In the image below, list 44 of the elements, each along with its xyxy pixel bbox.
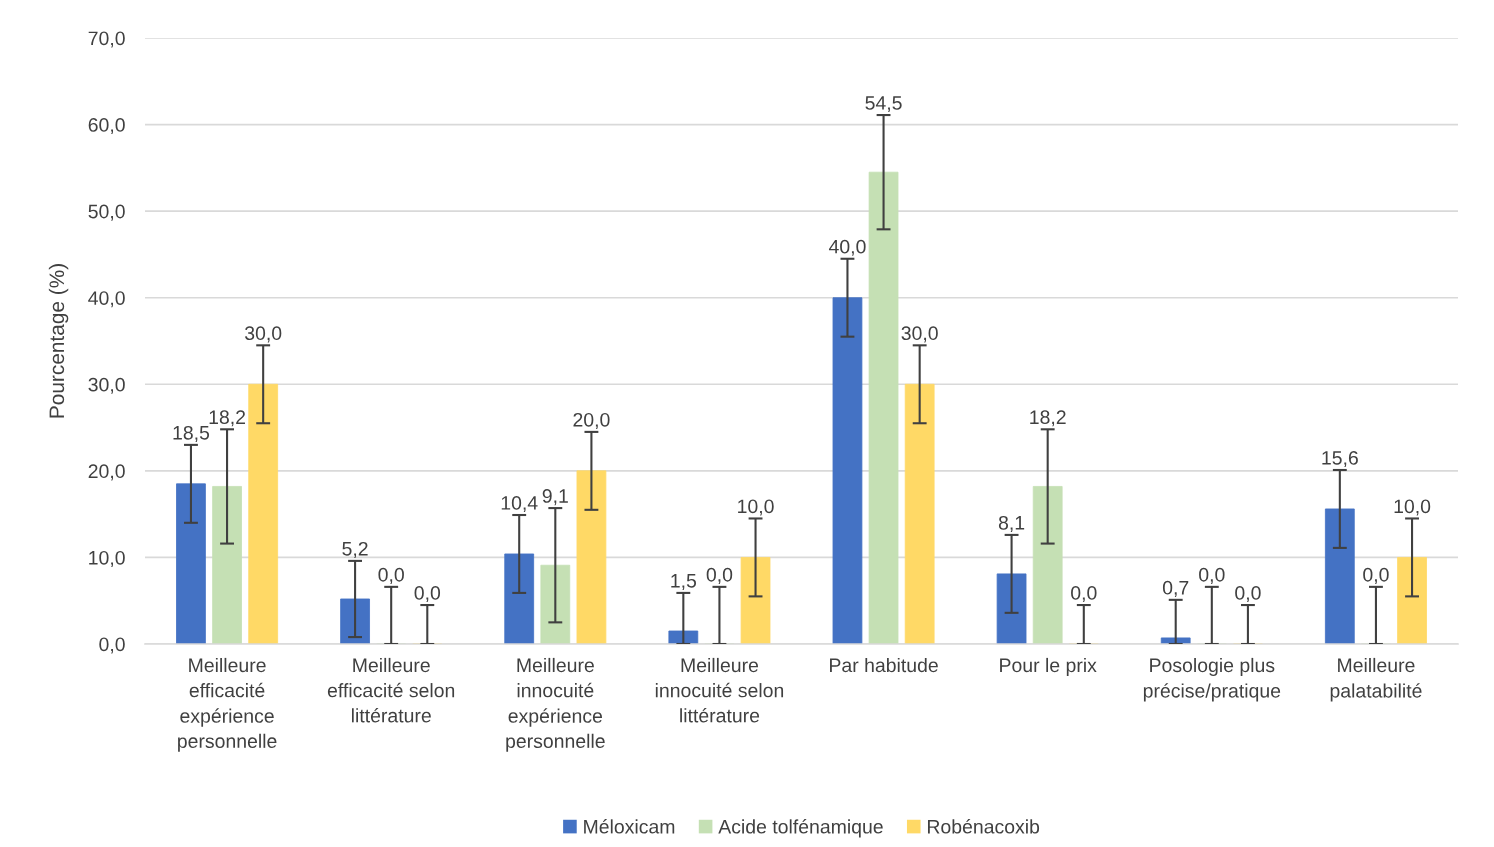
data-label: 10,0 bbox=[1394, 499, 1431, 516]
data-label: 54,5 bbox=[865, 96, 902, 113]
data-label: 15,6 bbox=[1322, 450, 1358, 468]
x-tick-label: Meilleure efficacité expérience personnelle bbox=[178, 657, 277, 752]
data-label: 20,0 bbox=[573, 412, 610, 429]
data-label: 0,0 bbox=[414, 586, 441, 603]
y-tick-label: 10,0 bbox=[89, 550, 125, 567]
data-label: 9,1 bbox=[542, 489, 568, 506]
x-tick-label: Pour le prix bbox=[1000, 657, 1097, 677]
data-label: 0,0 bbox=[1071, 586, 1097, 603]
data-label: 0,0 bbox=[1235, 586, 1261, 603]
data-label: 30,0 bbox=[901, 326, 938, 343]
data-label: 8,1 bbox=[998, 515, 1025, 532]
legend-label: Acide tolfénamique bbox=[718, 819, 883, 838]
data-label: 0,0 bbox=[706, 567, 733, 584]
data-label: 1,5 bbox=[671, 574, 697, 590]
y-tick-label: 50,0 bbox=[88, 204, 125, 221]
y-tick-label: 60,0 bbox=[88, 118, 125, 135]
x-tick-label: Meilleure innocuité expérience personnelle bbox=[506, 657, 605, 752]
data-label: 40,0 bbox=[828, 239, 866, 256]
x-tick-label: Meilleure innocuité selon littérature bbox=[655, 657, 784, 723]
data-label: 10,0 bbox=[738, 499, 774, 516]
data-label: 30,0 bbox=[244, 326, 282, 343]
x-tick-label: Posologie plus précise/pratique bbox=[1143, 657, 1281, 702]
data-label: 0,7 bbox=[1162, 580, 1189, 597]
data-label: 18,5 bbox=[173, 425, 210, 442]
data-label: 18,2 bbox=[209, 410, 246, 427]
x-tick-label: Meilleure efficacité selon littérature bbox=[327, 657, 455, 723]
data-label: 0,0 bbox=[1363, 567, 1389, 584]
data-label: 0,0 bbox=[1199, 567, 1225, 584]
legend-label: Méloxicam bbox=[584, 819, 675, 834]
data-label: 0,0 bbox=[378, 567, 404, 584]
y-axis-title: Pourcentage (%) bbox=[48, 264, 69, 418]
legend-label: Robénacoxib bbox=[927, 819, 1040, 834]
y-tick-label: 30,0 bbox=[88, 377, 125, 394]
data-label: 10,4 bbox=[501, 496, 538, 513]
y-tick-label: 40,0 bbox=[88, 291, 125, 308]
y-tick-label: 0,0 bbox=[99, 637, 125, 654]
x-tick-label: Par habitude bbox=[830, 657, 938, 673]
data-label: 5,2 bbox=[342, 541, 368, 558]
y-tick-label: 70,0 bbox=[88, 31, 125, 48]
x-tick-label: Meilleure palatabilité bbox=[1330, 657, 1422, 702]
y-tick-label: 20,0 bbox=[88, 464, 125, 481]
data-label: 18,2 bbox=[1030, 410, 1066, 427]
